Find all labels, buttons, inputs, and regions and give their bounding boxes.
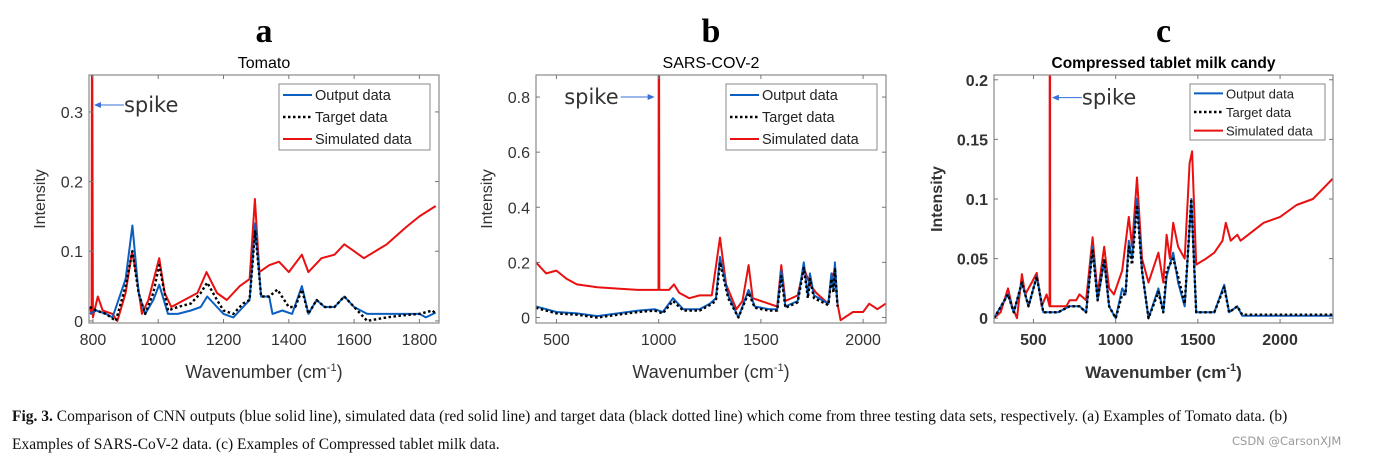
x-axis-label-main: Wavenumber (cm: [632, 362, 773, 382]
y-axis-label: Intensity: [32, 169, 49, 229]
chart-title: Tomato: [238, 55, 291, 72]
y-tick-label: 0.05: [957, 252, 988, 269]
x-axis-label-sup: -1: [327, 362, 337, 374]
legend-entry: Simulated data: [762, 132, 860, 148]
series-group: [536, 75, 886, 322]
figure-caption: Fig. 3. Comparison of CNN outputs (blue …: [12, 403, 1352, 458]
x-tick-label: 1000: [641, 332, 677, 349]
legend-entry: Target data: [315, 110, 388, 126]
panel-letter: c: [1156, 13, 1171, 50]
spike-label: spike: [564, 85, 618, 109]
spike-annotation: spike: [1051, 86, 1136, 110]
legend: Output data Target data Simulated data: [278, 83, 431, 151]
x-axis-label-sup: -1: [1226, 362, 1236, 374]
y-tick-label: 0.3: [61, 105, 83, 122]
arrow-head-icon: [647, 94, 655, 101]
caption-label: Fig. 3.: [12, 408, 53, 425]
y-tick-label: 0: [979, 311, 988, 328]
x-tick-label: 2000: [845, 332, 881, 349]
y-axis-label: Intensity: [929, 166, 946, 232]
y-tick-label: 0: [521, 310, 530, 327]
x-tick-label: 1800: [402, 332, 438, 349]
series-line-target-data: [89, 229, 437, 323]
x-axis-label: Wavenumber (cm-1): [1085, 362, 1242, 382]
panel-b: b SARS-COV-2 500 1000 1500 2000 0 0.2 0.4 0.6 0.8 W…: [479, 13, 887, 382]
legend-entry: Simulated data: [1226, 124, 1313, 139]
x-tick-label: 1400: [271, 332, 307, 349]
x-axis-label-end: ): [337, 362, 343, 382]
arrow-head-icon: [93, 101, 101, 108]
arrow-head-icon: [1051, 94, 1059, 101]
x-tick-label: 500: [1020, 332, 1047, 349]
legend-entry: Target data: [1226, 105, 1292, 120]
x-tick-label: 1200: [206, 332, 242, 349]
y-tick-label: 0: [74, 314, 83, 331]
y-axis-label: Intensity: [479, 169, 496, 229]
axes-box: [535, 74, 887, 324]
x-tick-label: 1000: [1098, 332, 1134, 349]
spike-label: spike: [124, 93, 178, 117]
legend: Output data Target data Simulated data: [725, 83, 878, 151]
chart-title: SARS-COV-2: [663, 55, 760, 72]
watermark: CSDN @CarsonXJM: [1232, 434, 1342, 448]
axes-box: [88, 74, 440, 324]
x-tick-label: 500: [543, 332, 570, 349]
x-tick-label: 1000: [140, 332, 176, 349]
y-tick-label: 0.15: [957, 132, 988, 149]
y-tick-label: 0.8: [508, 90, 530, 107]
figure-panels: a Tomato 800 1000 1200 1400 1600 1800 0 0.1 0.2 0.3…: [32, 13, 1334, 382]
x-tick-label: 1500: [743, 332, 779, 349]
legend-entry: Output data: [315, 88, 392, 104]
y-tick-label: 0.4: [508, 200, 530, 217]
series-line-target-data: [536, 261, 839, 319]
panel-c: c Compressed tablet milk candy 500 1000 1500…: [929, 13, 1334, 382]
chart-title: Compressed tablet milk candy: [1052, 55, 1276, 72]
series-line-output-data: [536, 255, 839, 319]
x-tick-label: 2000: [1262, 332, 1298, 349]
x-tick-label: 800: [80, 332, 107, 349]
caption-text: Comparison of CNN outputs (blue solid li…: [12, 408, 1288, 453]
panel-a: a Tomato 800 1000 1200 1400 1600 1800 0 0.1 0.2 0.3…: [32, 13, 440, 382]
legend-entry: Output data: [762, 88, 839, 104]
y-tick-label: 0.2: [61, 175, 83, 192]
series-line-simulated-data: [89, 75, 437, 322]
y-tick-label: 0.2: [508, 255, 530, 272]
x-axis-label-end: ): [1236, 363, 1242, 382]
legend-entry: Output data: [1226, 86, 1295, 101]
legend-entry: Target data: [762, 110, 835, 126]
spike-annotation: spike: [93, 93, 178, 117]
x-axis-label: Wavenumber (cm-1): [185, 362, 342, 382]
spike-label: spike: [1082, 86, 1136, 110]
panel-letter: a: [256, 13, 273, 50]
x-tick-label: 1500: [1180, 332, 1216, 349]
legend-entry: Simulated data: [315, 132, 413, 148]
x-axis-label-main: Wavenumber (cm: [185, 362, 326, 382]
legend: Output data Target data Simulated data: [1189, 83, 1326, 141]
series-group: [994, 75, 1333, 320]
y-tick-label: 0.1: [966, 192, 988, 209]
x-axis-label-end: ): [784, 362, 790, 382]
x-axis-label-sup: -1: [774, 362, 784, 374]
y-tick-label: 0.1: [61, 244, 83, 261]
series-group: [89, 75, 437, 323]
x-tick-label: 1600: [336, 332, 372, 349]
y-tick-label: 0.6: [508, 145, 530, 162]
panel-letter: b: [702, 13, 721, 50]
spike-annotation: spike: [564, 85, 655, 109]
x-axis-label-main: Wavenumber (cm: [1085, 363, 1226, 382]
y-tick-label: 0.2: [966, 73, 988, 90]
x-axis-label: Wavenumber (cm-1): [632, 362, 789, 382]
